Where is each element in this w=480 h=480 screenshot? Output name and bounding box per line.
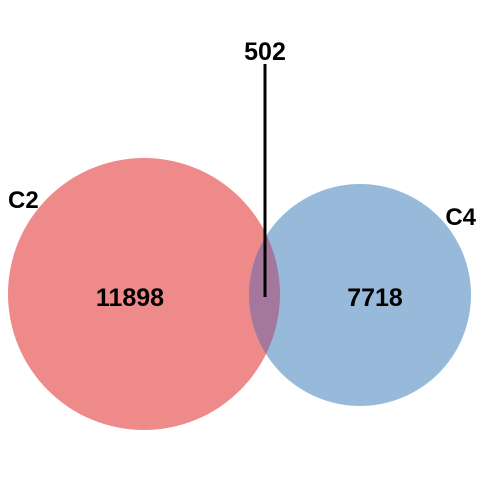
set-c4-label: C4 (445, 204, 476, 231)
set-c4-only-count: 7718 (347, 284, 403, 312)
set-c2-only-count: 11898 (96, 284, 164, 312)
set-c4-circle (249, 184, 471, 406)
intersection-count: 502 (244, 38, 286, 66)
set-c2-label: C2 (8, 187, 39, 214)
set-c2-circle (8, 158, 280, 430)
